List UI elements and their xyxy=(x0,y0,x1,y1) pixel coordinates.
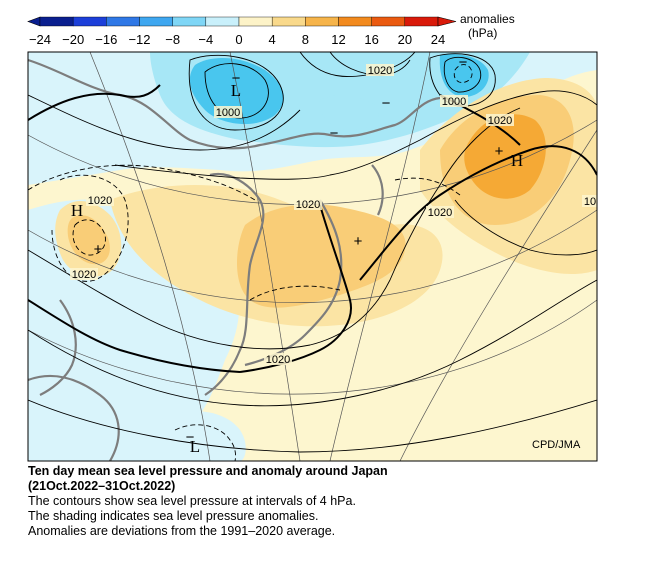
low-marker: L xyxy=(190,437,200,456)
caption-title: Ten day mean sea level pressure and anom… xyxy=(28,464,388,478)
high-center-plus: + xyxy=(354,233,363,250)
contour-label: 1020 xyxy=(72,269,96,281)
caption-line-shading: The shading indicates sea level pressure… xyxy=(28,509,319,523)
colorbar-title: anomalies (hPa) xyxy=(460,12,515,40)
low-marker: L xyxy=(231,81,241,100)
contour-label: 10 xyxy=(584,196,596,208)
contour-label: 1020 xyxy=(428,207,452,219)
positive-anomaly-shading xyxy=(55,78,597,327)
credit-label: CPD/JMA xyxy=(532,439,581,451)
high-marker: H xyxy=(511,151,523,170)
pressure-centers: L − − − − H + + H + L − xyxy=(71,54,523,456)
negative-anomaly-shading xyxy=(28,52,597,461)
isobar-dashed xyxy=(28,64,473,461)
colorbar-tick-label: 0 xyxy=(235,32,242,47)
colorbar-tick-label: 20 xyxy=(398,32,412,47)
colorbar-tick-label: 16 xyxy=(364,32,378,47)
high-center-plus: + xyxy=(94,241,103,258)
contour-label: 1020 xyxy=(266,354,290,366)
colorbar-tick-label: 24 xyxy=(431,32,445,47)
anomaly-colorbar: −24 −20 −16 −12 −8 −4 0 4 8 12 16 20 24 xyxy=(27,16,457,47)
low-center-minus: − xyxy=(382,95,391,112)
colorbar-tick-labels: −24 −20 −16 −12 −8 −4 0 4 8 12 16 20 24 xyxy=(29,32,445,47)
low-center-minus: − xyxy=(330,125,339,142)
contour-labels: 1020 1000 1020 1000 1020 1020 1020 1020 … xyxy=(70,64,597,366)
caption-line-contours: The contours show sea level pressure at … xyxy=(28,494,356,508)
caption-period: (21Oct.2022–31Oct.2022) xyxy=(28,479,176,493)
low-center-minus: − xyxy=(232,70,241,87)
contour-label: 1020 xyxy=(488,115,512,127)
contour-label: 1000 xyxy=(442,96,466,108)
colorbar-tick-label: 8 xyxy=(302,32,309,47)
colorbar-tick-label: −16 xyxy=(95,32,117,47)
figure-caption: Ten day mean sea level pressure and anom… xyxy=(28,464,628,539)
contour-label: 1020 xyxy=(88,195,112,207)
low-center-minus: − xyxy=(459,54,468,71)
colorbar-tick-label: −4 xyxy=(198,32,213,47)
colorbar-title-text: anomalies xyxy=(460,12,515,26)
colorbar-tick-label: 4 xyxy=(269,32,276,47)
colorbar-tick-label: −8 xyxy=(165,32,180,47)
high-marker: H xyxy=(71,201,83,220)
contour-label: 1000 xyxy=(216,107,240,119)
colorbar-tick-label: −20 xyxy=(62,32,84,47)
pressure-anomaly-map: 1020 1000 1020 1000 1020 1020 1020 1020 … xyxy=(27,51,598,462)
colorbar-unit: (hPa) xyxy=(468,26,498,40)
map-frame xyxy=(27,51,598,462)
colorbar-max-arrow xyxy=(437,16,457,27)
colorbar-tick-label: −24 xyxy=(29,32,51,47)
colorbar-tick-label: −12 xyxy=(128,32,150,47)
caption-line-anomalies: Anomalies are deviations from the 1991–2… xyxy=(28,524,336,538)
colorbar-tick-label: 12 xyxy=(331,32,345,47)
colorbar-cells xyxy=(27,16,457,27)
low-center-minus: − xyxy=(186,429,195,446)
contour-label: 1020 xyxy=(296,199,320,211)
high-center-plus: + xyxy=(495,143,504,160)
isobar-contours xyxy=(28,52,597,453)
contour-label: 1020 xyxy=(368,65,392,77)
